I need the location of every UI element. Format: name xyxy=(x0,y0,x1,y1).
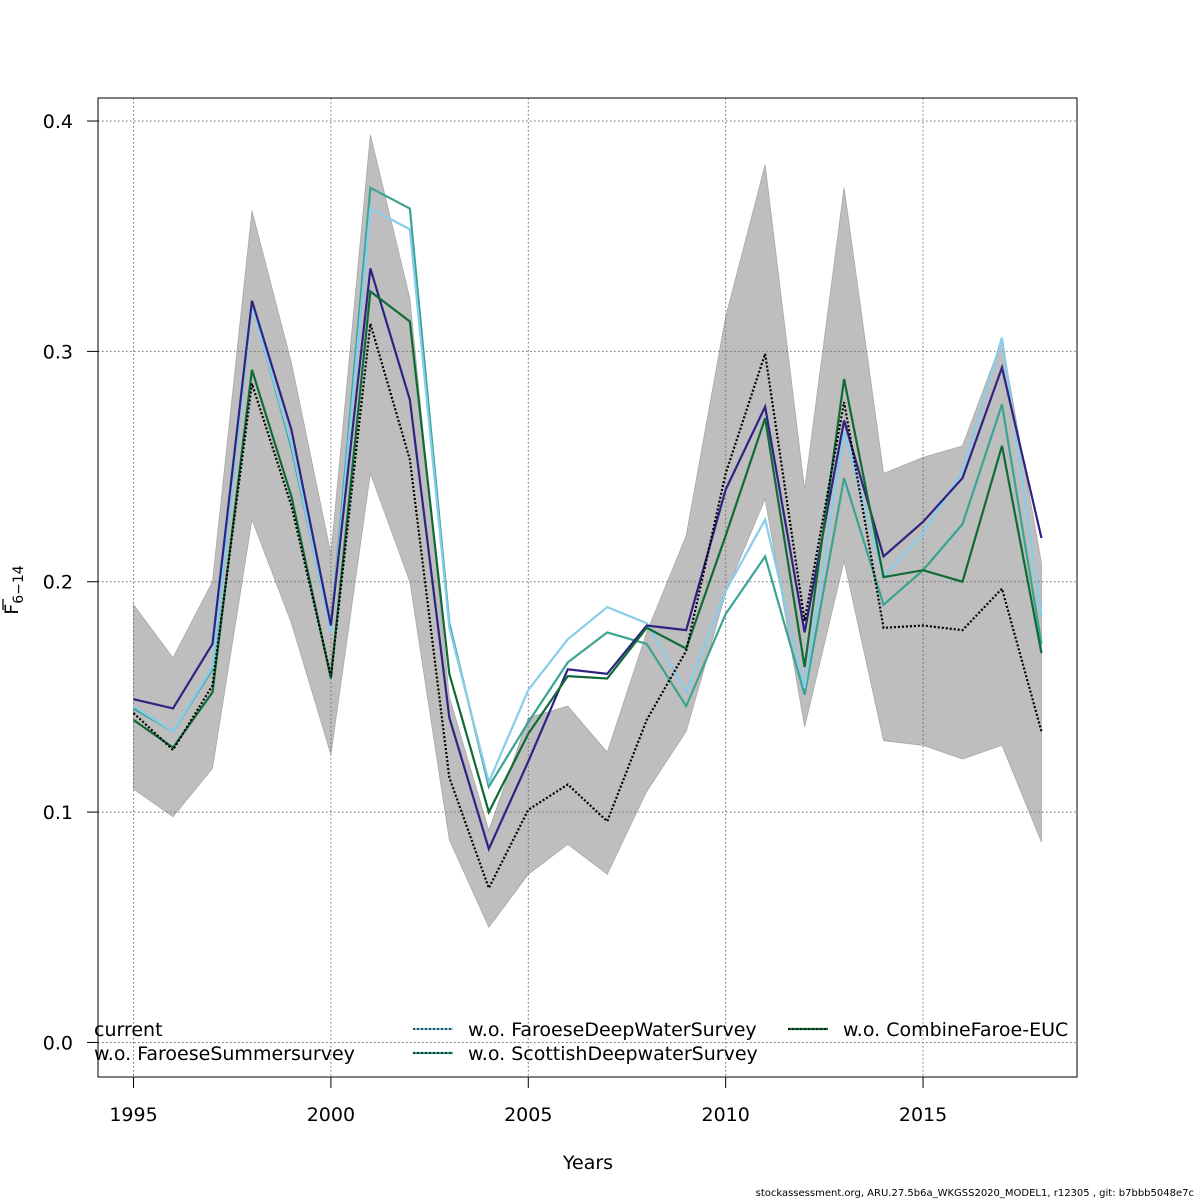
grid-layer xyxy=(98,98,1077,1077)
confidence-band-layer xyxy=(133,134,1042,929)
series-line-w-o-combinefaroe-euc xyxy=(132,289,1043,816)
y-tick-label: 0.4 xyxy=(43,111,73,133)
x-tick-label: 2010 xyxy=(701,1104,749,1126)
series-line-w-o-faroesesummersurvey xyxy=(133,268,1043,853)
x-tick-label: 2000 xyxy=(307,1104,355,1126)
axis-layer: 1995 2000 2005 2010 2015 0.0 0.1 0.2 0.3 0.4 xyxy=(43,111,947,1126)
legend-label: w.o. FaroeseDeepWaterSurvey xyxy=(468,1019,757,1041)
y-tick-label: 0.3 xyxy=(43,341,73,363)
x-tick-label: 2005 xyxy=(504,1104,552,1126)
y-axis-title: F6−14 xyxy=(1,565,27,614)
series-line-current xyxy=(132,323,1043,891)
legend-item-w-o-scottishdeepwatersurvey: w.o. ScottishDeepwaterSurvey xyxy=(413,1043,758,1065)
legend-item-w-o-faroesesummersurvey: w.o. FaroeseSummersurvey xyxy=(94,1043,355,1065)
confidence-band xyxy=(133,134,1042,929)
x-tick-label: 1995 xyxy=(109,1104,157,1126)
y-tick-label: 0.2 xyxy=(43,572,73,594)
legend-item-w-o-faroesedeepwatersurvey: w.o. FaroeseDeepWaterSurvey xyxy=(413,1019,757,1041)
y-tick-label: 0.1 xyxy=(43,802,73,824)
y-axis-title-main: F xyxy=(1,604,23,615)
y-axis-title-sub: 6−14 xyxy=(11,565,27,604)
legend-item-w-o-combinefaroe-euc: w.o. CombineFaroe-EUC xyxy=(788,1019,1068,1041)
series-line-w-o-faroesedeepwatersurvey xyxy=(132,206,1043,786)
x-axis-title: Years xyxy=(562,1152,613,1174)
x-tick-label: 2015 xyxy=(899,1104,947,1126)
legend-item-current: current xyxy=(94,1019,163,1041)
legend-label: w.o. CombineFaroe-EUC xyxy=(843,1019,1068,1041)
y-tick-label: 0.0 xyxy=(43,1032,73,1054)
legend-label: w.o. FaroeseSummersurvey xyxy=(94,1043,355,1065)
footer-attribution: stockassessment.org, ARU.27.5b6a_WKGSS20… xyxy=(755,1188,1194,1199)
legend-label: w.o. ScottishDeepwaterSurvey xyxy=(468,1043,758,1065)
svg-text:F6−14: F6−14 xyxy=(1,565,27,614)
legend-label: current xyxy=(94,1019,163,1041)
series-layer xyxy=(132,186,1043,891)
plot-frame xyxy=(97,97,1078,1078)
